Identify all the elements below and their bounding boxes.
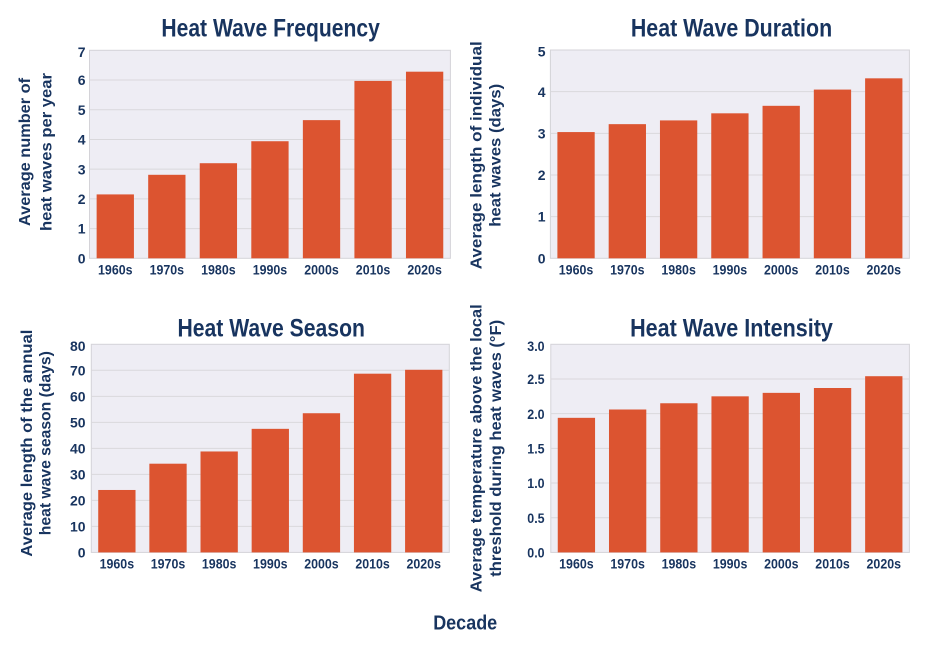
- svg-text:3: 3: [538, 125, 546, 141]
- svg-text:3.0: 3.0: [527, 338, 544, 354]
- svg-text:2010s: 2010s: [815, 261, 850, 277]
- svg-text:0: 0: [78, 250, 86, 266]
- svg-text:1960s: 1960s: [98, 261, 133, 277]
- svg-text:Heat Wave Season: Heat Wave Season: [177, 314, 365, 342]
- svg-text:2020s: 2020s: [867, 261, 902, 277]
- svg-text:0: 0: [78, 545, 86, 561]
- svg-text:2010s: 2010s: [355, 556, 390, 572]
- svg-text:2000s: 2000s: [304, 261, 339, 277]
- svg-text:heat wave season (days): heat wave season (days): [37, 351, 54, 535]
- svg-text:1980s: 1980s: [202, 556, 237, 572]
- svg-text:Average temperature above the: Average temperature above the local: [469, 304, 486, 592]
- svg-text:Heat Wave Intensity: Heat Wave Intensity: [630, 314, 833, 342]
- svg-text:1970s: 1970s: [610, 556, 645, 572]
- svg-text:Heat Wave Duration: Heat Wave Duration: [631, 14, 832, 42]
- svg-text:5: 5: [538, 44, 546, 60]
- svg-text:1960s: 1960s: [559, 556, 594, 572]
- svg-text:Average length of the annual: Average length of the annual: [19, 330, 36, 557]
- svg-text:2: 2: [78, 191, 86, 207]
- svg-text:0.5: 0.5: [527, 510, 544, 526]
- svg-text:Decade: Decade: [433, 612, 497, 634]
- svg-text:2020s: 2020s: [407, 261, 442, 277]
- svg-text:40: 40: [70, 440, 86, 456]
- svg-text:heat waves per year: heat waves per year: [38, 73, 55, 231]
- svg-text:4: 4: [538, 84, 546, 100]
- svg-text:70: 70: [70, 362, 86, 378]
- svg-text:1990s: 1990s: [713, 261, 748, 277]
- svg-text:1960s: 1960s: [100, 556, 135, 572]
- svg-text:1970s: 1970s: [151, 556, 186, 572]
- svg-text:0.0: 0.0: [527, 545, 544, 561]
- svg-text:2000s: 2000s: [764, 261, 799, 277]
- svg-text:0: 0: [538, 250, 546, 266]
- svg-text:1980s: 1980s: [201, 261, 236, 277]
- svg-text:1990s: 1990s: [713, 556, 748, 572]
- svg-text:heat waves (days): heat waves (days): [488, 84, 505, 227]
- svg-text:2.5: 2.5: [527, 371, 544, 387]
- svg-text:6: 6: [78, 72, 86, 88]
- svg-text:1960s: 1960s: [559, 261, 594, 277]
- svg-text:1: 1: [78, 221, 86, 237]
- svg-text:2020s: 2020s: [406, 556, 441, 572]
- svg-text:1990s: 1990s: [253, 556, 288, 572]
- svg-text:1980s: 1980s: [661, 261, 696, 277]
- svg-text:60: 60: [70, 388, 86, 404]
- svg-text:1970s: 1970s: [150, 261, 185, 277]
- svg-text:2.0: 2.0: [527, 406, 544, 422]
- svg-text:1.0: 1.0: [527, 475, 544, 491]
- svg-text:threshold during heat waves (°: threshold during heat waves (°F): [488, 320, 505, 577]
- svg-text:2010s: 2010s: [815, 556, 850, 572]
- svg-text:1990s: 1990s: [253, 261, 288, 277]
- svg-text:1980s: 1980s: [662, 556, 697, 572]
- svg-text:1970s: 1970s: [610, 261, 645, 277]
- svg-text:80: 80: [70, 338, 86, 354]
- svg-text:2000s: 2000s: [304, 556, 339, 572]
- svg-text:30: 30: [70, 466, 86, 482]
- svg-text:Heat Wave Frequency: Heat Wave Frequency: [161, 14, 380, 42]
- svg-text:20: 20: [70, 492, 86, 508]
- svg-text:2020s: 2020s: [867, 556, 902, 572]
- svg-text:Average length of individual: Average length of individual: [469, 41, 486, 269]
- svg-text:3: 3: [78, 161, 86, 177]
- svg-text:1: 1: [538, 209, 546, 225]
- svg-text:4: 4: [78, 132, 86, 148]
- svg-text:10: 10: [70, 518, 86, 534]
- svg-text:2000s: 2000s: [764, 556, 799, 572]
- svg-text:1.5: 1.5: [527, 440, 544, 456]
- svg-text:50: 50: [70, 414, 86, 430]
- svg-text:Average number of: Average number of: [17, 77, 34, 226]
- svg-text:2010s: 2010s: [356, 261, 391, 277]
- svg-text:5: 5: [78, 102, 86, 118]
- svg-text:7: 7: [78, 44, 86, 60]
- svg-text:2: 2: [538, 167, 546, 183]
